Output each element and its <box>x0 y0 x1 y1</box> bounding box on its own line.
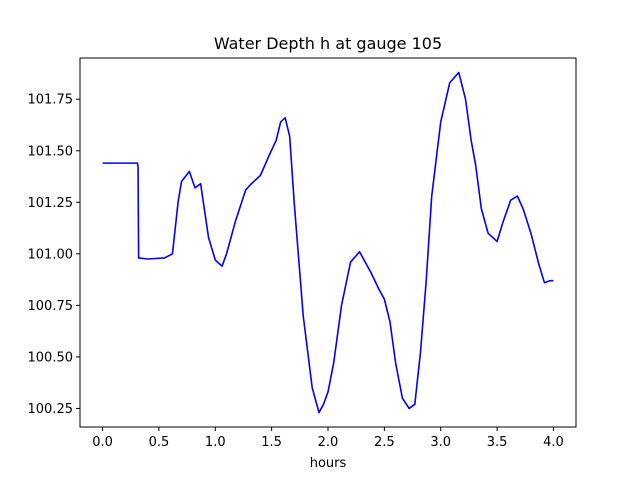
y-tick-label: 101.75 <box>28 93 74 108</box>
chart-title: Water Depth h at gauge 105 <box>214 34 442 53</box>
x-tick-label: 0.0 <box>92 435 113 450</box>
x-tick-label: 1.5 <box>261 435 282 450</box>
x-tick-label: 3.5 <box>487 435 508 450</box>
axes-frame <box>79 57 577 428</box>
x-tick-label: 2.0 <box>318 435 339 450</box>
y-tick-label: 100.25 <box>28 402 74 417</box>
y-tick-label: 100.50 <box>28 350 74 365</box>
x-tick-label: 1.0 <box>205 435 226 450</box>
y-tick-label: 101.25 <box>28 196 74 211</box>
y-tick-label: 101.50 <box>28 144 74 159</box>
x-tick-label: 3.0 <box>430 435 451 450</box>
x-tick-label: 2.5 <box>374 435 395 450</box>
x-tick-label: 0.5 <box>149 435 170 450</box>
x-tick-label: 4.0 <box>543 435 564 450</box>
y-tick-label: 100.75 <box>28 299 74 314</box>
plot-area: 0.0 0.5 1.0 1.5 2.0 2.5 3.0 3.5 4.0 100.25 100.50 1… <box>28 57 577 450</box>
series-line-0 <box>102 71 554 414</box>
x-axis-label: hours <box>310 456 347 471</box>
y-tick-label: 101.00 <box>28 247 74 262</box>
